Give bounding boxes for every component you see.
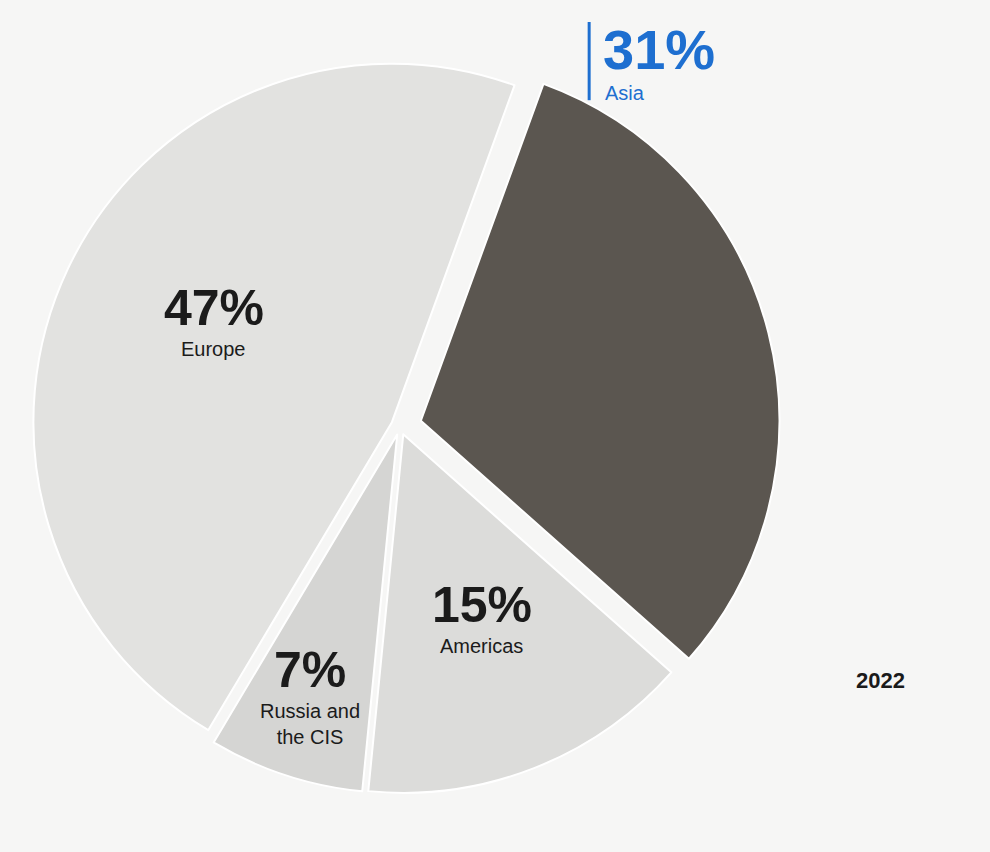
svg-text:47%: 47%	[164, 280, 264, 336]
svg-text:15%: 15%	[432, 577, 532, 633]
svg-text:7%: 7%	[274, 642, 346, 698]
svg-text:31%: 31%	[603, 18, 715, 81]
svg-text:Europe: Europe	[181, 338, 246, 360]
svg-text:Americas: Americas	[440, 635, 523, 657]
svg-text:Asia: Asia	[605, 82, 645, 104]
svg-text:2022: 2022	[856, 668, 905, 693]
svg-text:Russia andthe CIS: Russia andthe CIS	[260, 700, 360, 748]
